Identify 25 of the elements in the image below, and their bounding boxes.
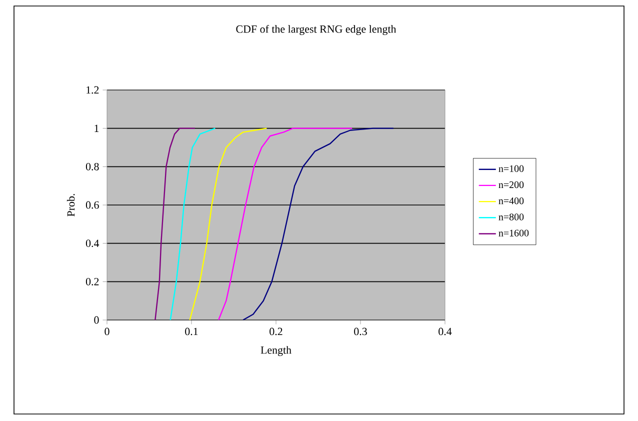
line-series	[170, 128, 216, 320]
x-tick-label: 0.4	[438, 328, 452, 336]
legend-label: n=200	[498, 181, 524, 188]
x-tick-label: 0.1	[185, 328, 198, 336]
x-axis-title: Length	[260, 346, 292, 356]
chart-title: CDF of the largest RNG edge length	[236, 24, 396, 36]
y-tick-label: 0.6	[86, 201, 99, 209]
y-tick-label: 0	[94, 316, 99, 324]
y-tick-label: 1	[94, 124, 99, 132]
y-tick-label: 0.8	[86, 162, 99, 170]
legend-label: n=800	[498, 214, 524, 220]
x-tick-label: 0	[104, 328, 110, 336]
line-series	[242, 128, 394, 320]
line-series	[189, 128, 268, 320]
x-tick-label: 0.3	[354, 328, 367, 336]
legend-label: n=100	[498, 165, 524, 172]
legend-label: n=400	[498, 197, 524, 204]
line-series	[154, 128, 196, 320]
legend-label: n=1600	[498, 230, 529, 236]
x-tick-label: 0.2	[270, 328, 282, 336]
y-tick-label: 0.4	[86, 240, 100, 248]
y-axis-title: Prob.	[66, 194, 75, 216]
y-tick-label: 1.2	[86, 86, 99, 94]
line-series	[218, 128, 353, 320]
y-tick-label: 0.2	[86, 278, 99, 286]
